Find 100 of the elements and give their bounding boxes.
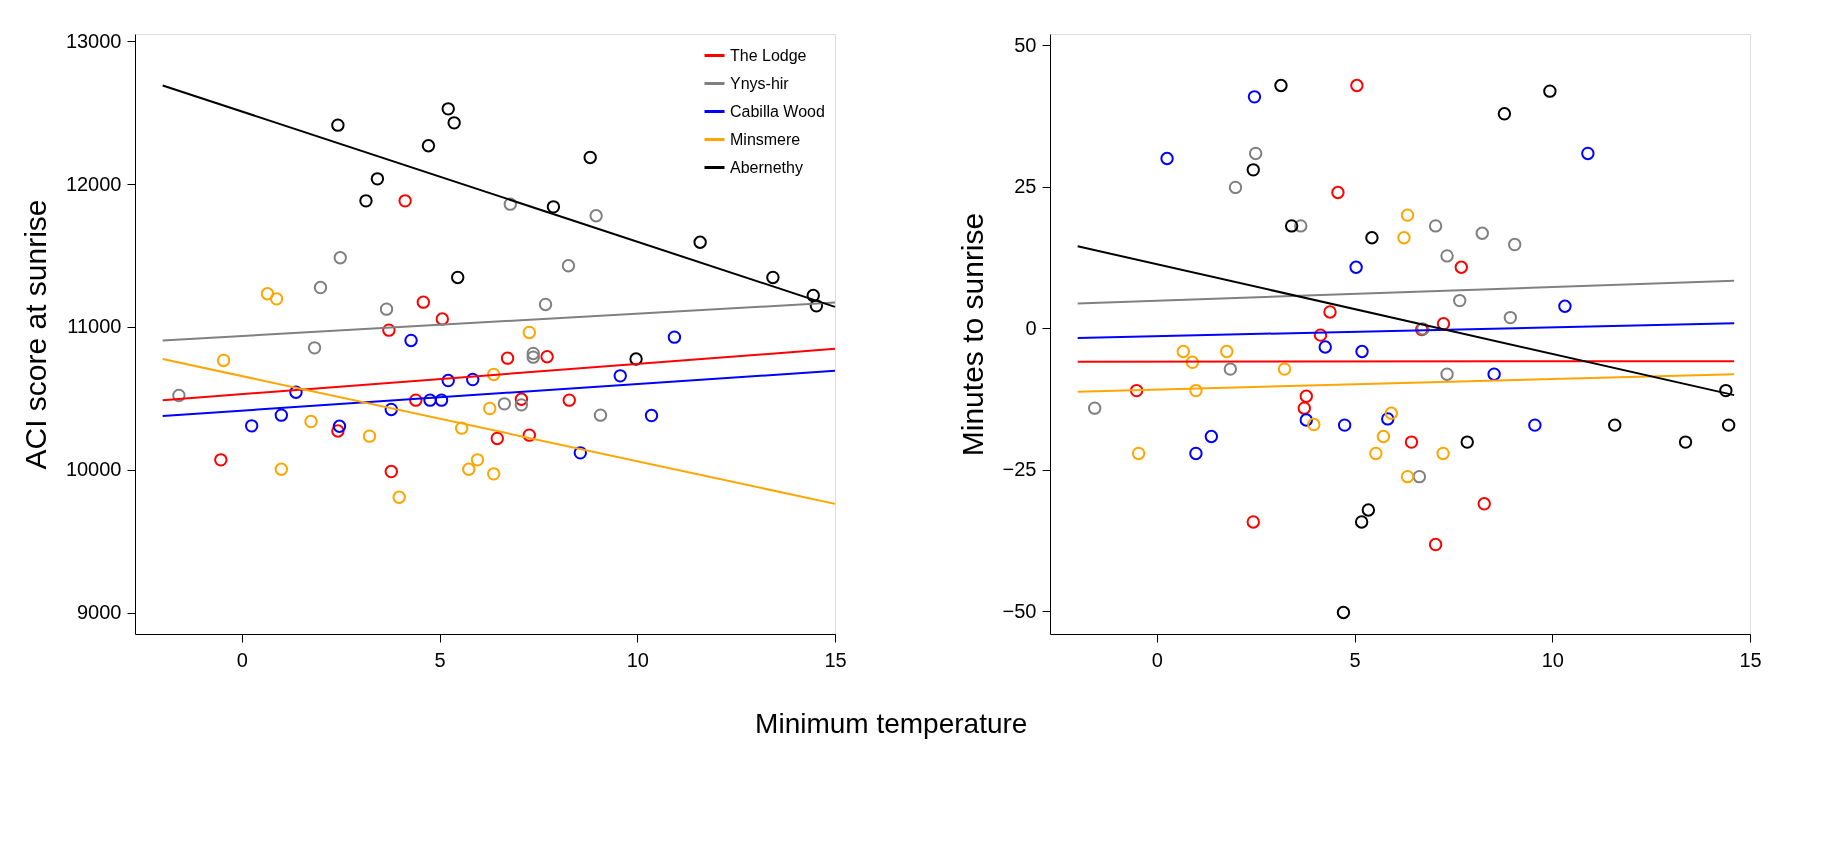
x-axis-title: Minimum temperature xyxy=(755,707,1028,739)
point xyxy=(573,446,588,460)
point xyxy=(1277,362,1292,376)
point xyxy=(1475,226,1489,240)
x-tick-label: 0 xyxy=(236,648,248,671)
point xyxy=(514,398,529,412)
point xyxy=(1719,383,1733,398)
legend-label: Cabilla Wood xyxy=(730,102,825,120)
point xyxy=(487,467,501,481)
point xyxy=(1247,90,1262,104)
y-tick-label: 9000 xyxy=(77,601,122,624)
point xyxy=(1185,355,1200,369)
point xyxy=(1365,231,1379,245)
point xyxy=(1376,429,1391,444)
point xyxy=(307,341,322,355)
point xyxy=(1129,383,1144,398)
point xyxy=(1507,237,1522,252)
point xyxy=(1361,503,1376,517)
x-tick-label: 10 xyxy=(626,648,649,671)
point xyxy=(1397,231,1411,245)
y-tick-label: 25 xyxy=(1014,175,1037,198)
point xyxy=(1384,406,1398,420)
point xyxy=(1440,367,1454,381)
point xyxy=(1246,515,1260,529)
point xyxy=(809,299,824,313)
point xyxy=(540,350,554,364)
point xyxy=(1160,151,1174,166)
point xyxy=(1381,412,1395,426)
point xyxy=(331,118,345,132)
point xyxy=(490,431,504,446)
point xyxy=(1503,310,1518,325)
point xyxy=(466,372,480,387)
point xyxy=(441,373,455,388)
point xyxy=(644,408,659,423)
point xyxy=(806,288,820,303)
point xyxy=(514,392,529,406)
point xyxy=(1350,78,1364,93)
point xyxy=(392,490,406,504)
point xyxy=(441,102,455,116)
point xyxy=(1223,362,1238,376)
point xyxy=(1318,340,1332,354)
point xyxy=(1436,317,1451,331)
point xyxy=(214,453,228,467)
point xyxy=(269,292,284,306)
point xyxy=(1528,418,1542,432)
point xyxy=(1497,107,1512,121)
point xyxy=(1400,208,1415,222)
point xyxy=(447,116,461,130)
point xyxy=(1487,367,1501,381)
point xyxy=(331,424,345,438)
point xyxy=(216,353,231,368)
point xyxy=(1581,146,1595,161)
x-tick-label: 15 xyxy=(824,648,847,671)
y-tick-label: 50 xyxy=(1014,33,1037,56)
point xyxy=(382,323,396,337)
point xyxy=(332,419,347,433)
point xyxy=(398,194,412,208)
x-tick-label: 5 xyxy=(434,648,446,671)
point xyxy=(379,302,394,316)
legend-label: Minsmere xyxy=(730,130,801,148)
y-tick-label: −50 xyxy=(1002,599,1037,622)
y-axis-title: Minutes to sunrise xyxy=(955,212,989,457)
x-tick-label: 5 xyxy=(1349,648,1361,671)
point xyxy=(526,350,540,364)
point xyxy=(1336,605,1351,620)
point xyxy=(1087,401,1102,415)
point xyxy=(538,297,553,312)
point xyxy=(384,402,398,417)
point xyxy=(1228,180,1243,195)
point xyxy=(1428,219,1443,233)
point xyxy=(1313,328,1328,342)
point xyxy=(451,270,465,285)
point xyxy=(613,369,627,383)
point xyxy=(497,397,512,411)
x-tick-label: 0 xyxy=(1151,648,1163,671)
point xyxy=(629,352,643,366)
point xyxy=(1297,401,1311,415)
point xyxy=(1176,344,1190,359)
point xyxy=(462,462,476,476)
point xyxy=(546,200,561,214)
point xyxy=(359,194,373,208)
point xyxy=(526,346,540,361)
point xyxy=(1331,185,1345,200)
y-tick-label: 0 xyxy=(1025,316,1037,339)
point xyxy=(304,414,318,429)
point xyxy=(583,150,597,165)
point xyxy=(1477,497,1491,511)
point xyxy=(500,351,515,365)
point xyxy=(1337,418,1352,432)
point xyxy=(1189,446,1203,461)
point xyxy=(1412,469,1427,484)
y-tick-label: 13000 xyxy=(65,29,122,52)
y-tick-label: 12000 xyxy=(65,172,122,195)
y-tick-label: −25 xyxy=(1002,458,1037,481)
point xyxy=(1678,435,1693,449)
point xyxy=(487,367,501,382)
point xyxy=(589,209,603,223)
point xyxy=(470,453,485,467)
point xyxy=(244,419,259,433)
x-tick-label: 15 xyxy=(1739,648,1762,671)
